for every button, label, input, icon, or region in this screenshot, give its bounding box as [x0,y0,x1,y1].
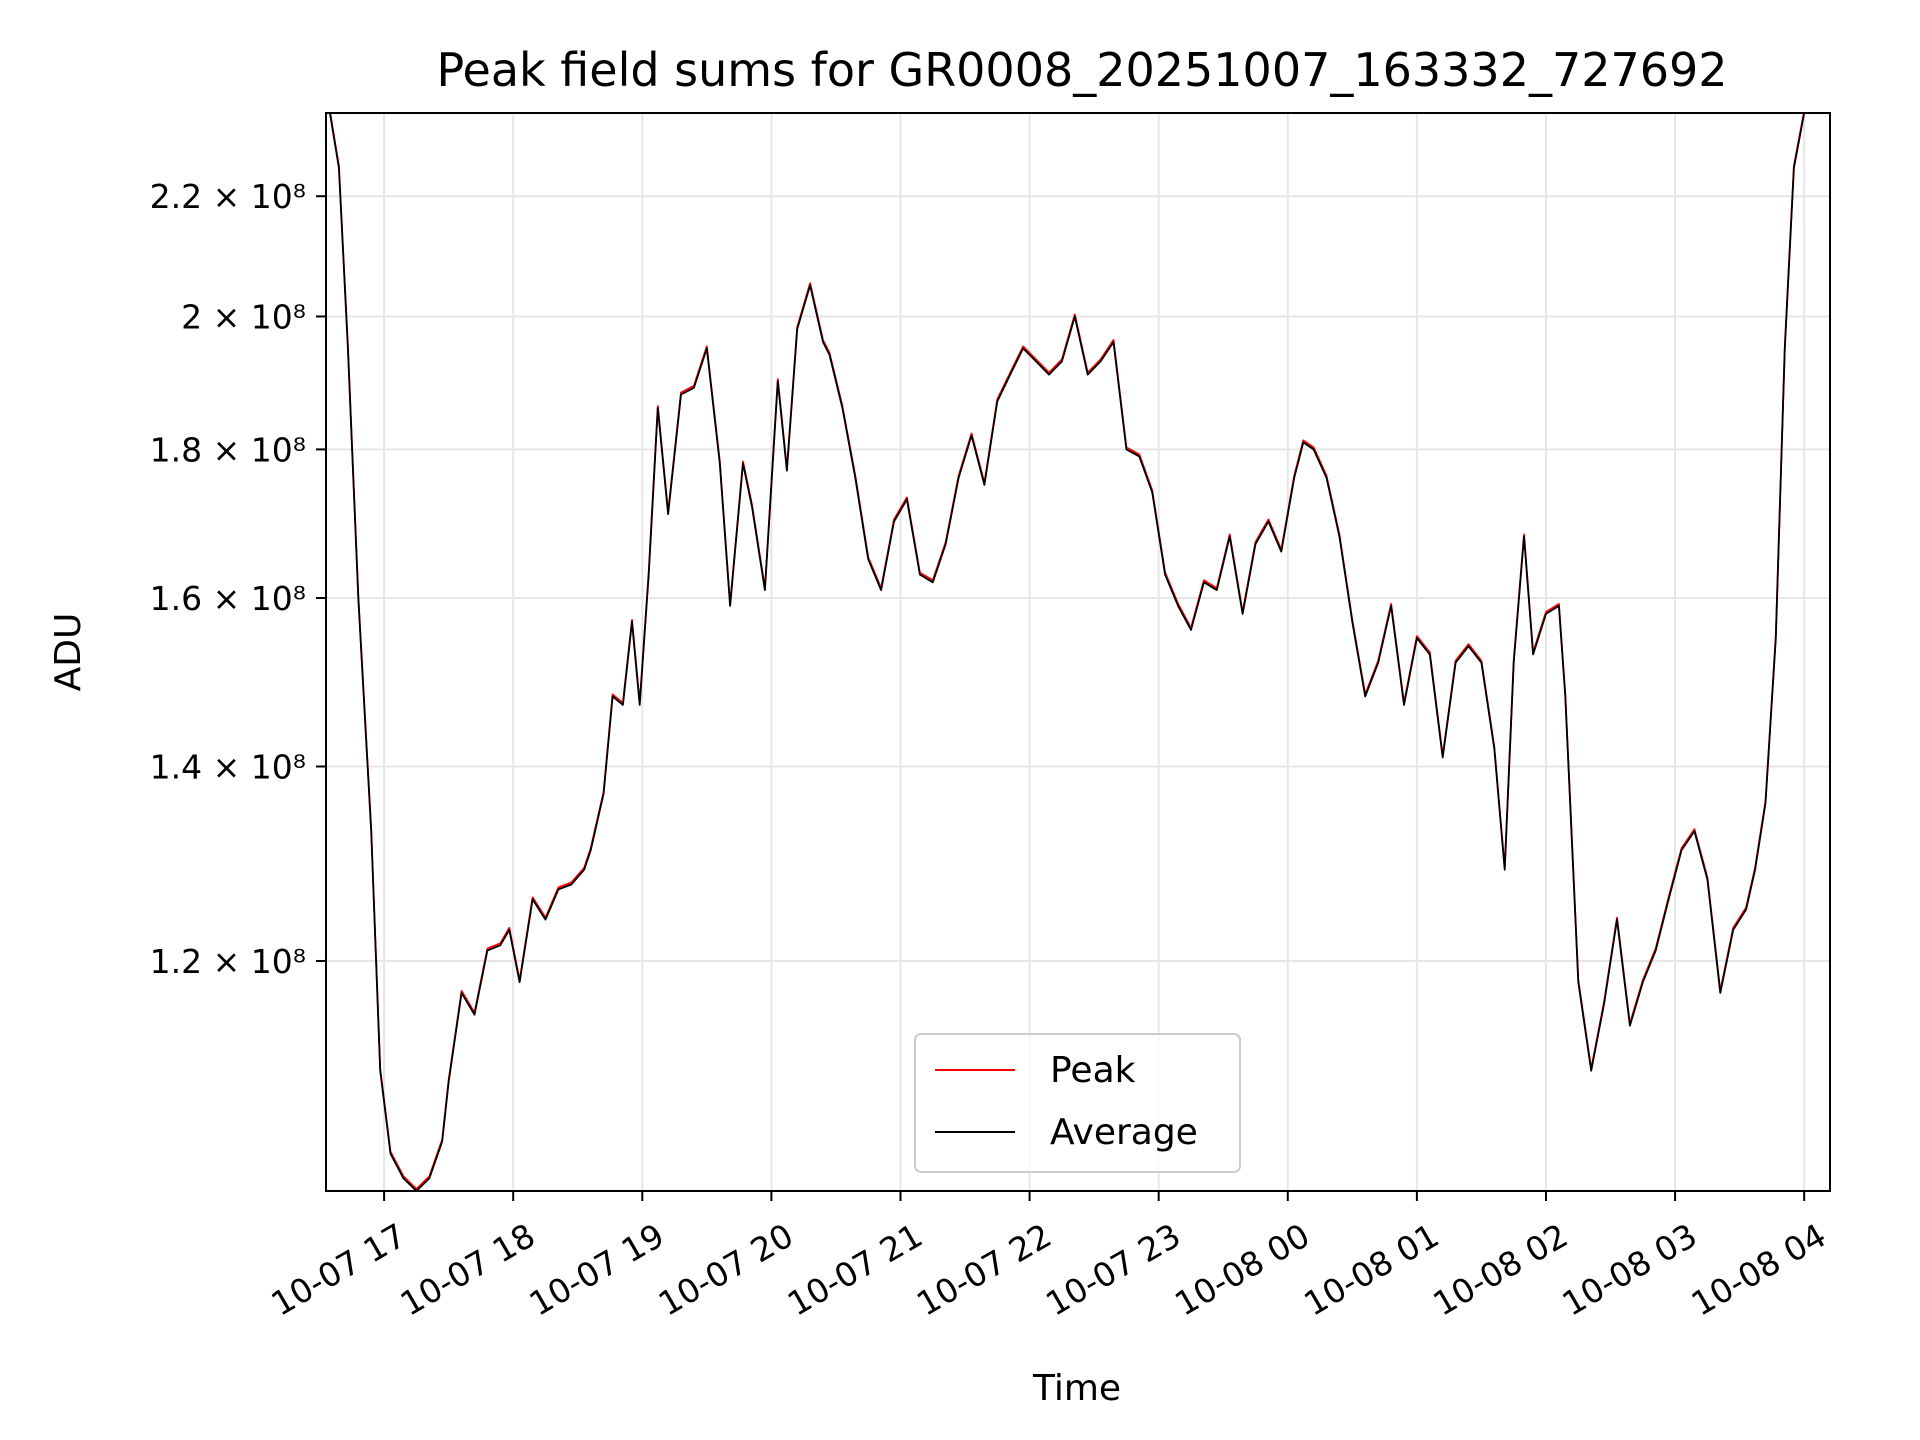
legend-label-average: Average [1050,1112,1198,1153]
x-tick-label: 10-07 20 [652,1216,800,1324]
y-tick-label: 2.2 × 10⁸ [150,177,306,216]
x-tick-label: 10-07 19 [523,1216,671,1324]
x-tick-label: 10-07 21 [781,1216,929,1324]
x-tick-label: 10-07 18 [394,1216,542,1324]
series-line-average [329,113,1806,1191]
y-axis-label: ADU [48,613,89,692]
legend: Peak Average [914,1033,1241,1173]
x-axis-label: Time [1032,1368,1121,1409]
y-tick-label: 1.6 × 10⁸ [150,579,306,618]
legend-label-peak: Peak [1050,1050,1136,1091]
x-tick-label: 10-07 23 [1039,1216,1187,1324]
x-tick-label: 10-08 00 [1168,1216,1316,1324]
y-gridlines [326,195,1830,962]
x-tick-label: 10-07 17 [264,1216,412,1324]
x-gridlines [383,113,1806,1191]
legend-box [914,1033,1241,1173]
x-tick-label: 10-08 02 [1426,1216,1574,1324]
x-tick-label: 10-08 01 [1297,1216,1445,1324]
series-line-peak [329,113,1805,1190]
plot-area-frame [325,112,1831,1192]
y-tick-label: 2 × 10⁸ [181,297,306,336]
x-tick-label: 10-08 04 [1685,1216,1833,1324]
y-axis-ticks: 1.2 × 10⁸ 1.4 × 10⁸ 1.6 × 10⁸ 1.8 × 10⁸ 2 × … [150,177,326,981]
x-tick-label: 10-08 03 [1555,1216,1703,1324]
chart-title: Peak field sums for GR0008_20251007_1633… [436,43,1727,97]
y-tick-label: 1.2 × 10⁸ [150,942,306,981]
y-tick-label: 1.8 × 10⁸ [150,430,306,469]
y-tick-label: 1.4 × 10⁸ [150,747,306,786]
x-tick-label: 10-07 22 [910,1216,1058,1324]
